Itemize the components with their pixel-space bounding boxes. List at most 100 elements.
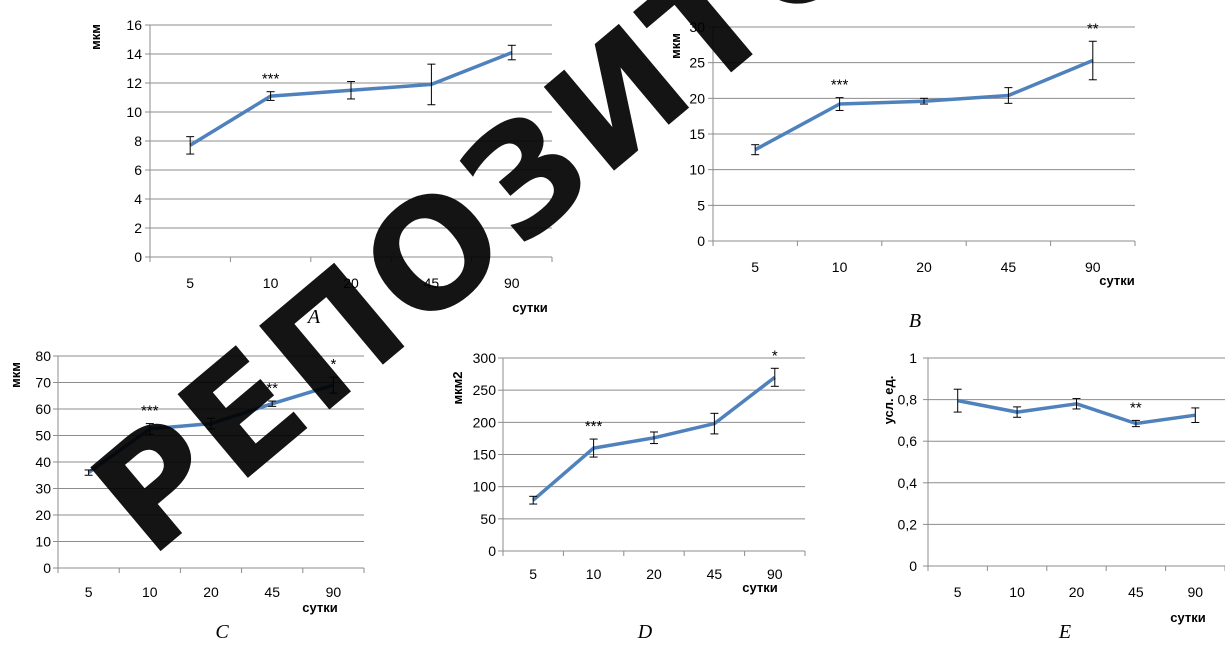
y-tick-label: 30: [35, 481, 51, 497]
y-tick-label: 0,6: [898, 433, 918, 449]
error-bar: [1013, 406, 1022, 418]
x-tick-label: 10: [586, 566, 602, 582]
y-tick-label: 25: [689, 55, 705, 71]
y-tick-label: 15: [689, 126, 705, 142]
y-tick-label: 0,2: [898, 516, 918, 532]
x-tick-label: 90: [1188, 584, 1204, 600]
error-bar: [186, 136, 195, 155]
x-tick-label: 20: [646, 566, 662, 582]
x-tick-label: 45: [424, 275, 440, 291]
y-tick-label: 6: [134, 162, 142, 178]
y-tick-label: 4: [134, 191, 142, 207]
y-tick-label: 20: [35, 507, 51, 523]
y-tick-label: 200: [473, 414, 497, 430]
x-axis-label: сутки: [1099, 273, 1134, 288]
y-tick-label: 0: [488, 543, 496, 559]
error-bar: [589, 438, 598, 458]
panel-letter: E: [1058, 621, 1071, 643]
error-bar: [1072, 398, 1081, 410]
y-tick-label: 100: [473, 479, 497, 495]
error-bar: [953, 388, 962, 413]
y-tick-label: 20: [689, 90, 705, 106]
error-bar: [650, 431, 658, 445]
x-tick-label: 20: [203, 584, 219, 600]
y-tick-label: 0: [43, 560, 51, 576]
x-axis-label: сутки: [302, 600, 337, 615]
y-tick-label: 10: [35, 534, 51, 550]
error-bar: [145, 423, 154, 435]
panel-letter: D: [637, 621, 653, 643]
x-tick-label: 10: [832, 259, 848, 275]
y-tick-label: 0,4: [898, 475, 918, 491]
significance-label: **: [1130, 399, 1142, 416]
significance-label: **: [266, 380, 278, 397]
error-bar: [84, 469, 93, 476]
x-tick-label: 5: [954, 584, 962, 600]
y-tick-label: 12: [126, 75, 142, 91]
error-bar: [268, 400, 277, 407]
y-tick-label: 2: [134, 220, 142, 236]
x-axis-label: сутки: [512, 300, 547, 315]
error-bar: [770, 367, 779, 387]
x-tick-label: 10: [142, 584, 158, 600]
error-bar: [710, 412, 719, 435]
error-bar: [1004, 87, 1013, 104]
y-tick-label: 50: [35, 428, 51, 444]
significance-label: *: [772, 347, 778, 364]
x-tick-label: 20: [1069, 584, 1085, 600]
y-axis-label: мкм: [8, 362, 23, 388]
x-tick-label: 90: [1085, 259, 1101, 275]
y-tick-label: 150: [473, 447, 497, 463]
significance-label: *: [330, 356, 336, 373]
y-axis-label: мкм2: [450, 372, 465, 405]
x-tick-label: 10: [263, 275, 279, 291]
y-tick-label: 0: [697, 233, 705, 249]
error-bar: [427, 63, 436, 106]
significance-label: **: [1087, 20, 1099, 37]
error-bar: [1088, 40, 1097, 81]
y-axis-label: мкм: [88, 24, 103, 50]
y-tick-label: 40: [35, 454, 51, 470]
y-tick-label: 70: [35, 375, 51, 391]
error-bar: [529, 495, 538, 505]
y-axis-label: мкм: [668, 33, 683, 59]
x-tick-label: 10: [1009, 584, 1025, 600]
y-tick-label: 14: [126, 46, 142, 62]
error-bar: [1131, 419, 1140, 428]
x-tick-label: 45: [1128, 584, 1144, 600]
x-tick-label: 5: [85, 584, 93, 600]
x-tick-label: 90: [504, 275, 520, 291]
y-tick-label: 50: [480, 511, 496, 527]
error-bar: [347, 81, 355, 100]
error-bar: [751, 144, 760, 156]
y-tick-label: 16: [126, 17, 142, 33]
series-line: [754, 58, 1094, 152]
y-tick-label: 60: [35, 401, 51, 417]
y-tick-label: 300: [473, 350, 497, 366]
x-tick-label: 5: [529, 566, 537, 582]
error-bar: [835, 97, 844, 111]
panel-letter: A: [306, 306, 321, 328]
y-tick-label: 5: [697, 197, 705, 213]
x-axis-label: сутки: [1170, 610, 1205, 625]
error-bar: [920, 97, 928, 105]
y-tick-label: 30: [689, 19, 705, 35]
chart-panel-e: 0 0,2 0,4 0,6 0,8 1 5 10 20 45 90 ** усл. ед. сутки E: [881, 350, 1225, 643]
y-tick-label: 10: [689, 162, 705, 178]
y-tick-label: 0,8: [898, 392, 918, 408]
x-tick-label: 5: [751, 259, 759, 275]
y-tick-label: 0: [134, 249, 142, 265]
error-bar: [1191, 407, 1200, 423]
significance-label: ***: [585, 418, 603, 435]
error-bar: [266, 91, 275, 101]
y-axis-label: усл. ед.: [881, 376, 896, 425]
chart-panel-a: 0 2 4 6 8 10 12 14 16 5 10 20 45 90 *** мкм сутки A: [88, 17, 553, 328]
significance-label: ***: [141, 403, 159, 420]
error-bar: [329, 376, 338, 394]
significance-label: ***: [831, 77, 849, 94]
